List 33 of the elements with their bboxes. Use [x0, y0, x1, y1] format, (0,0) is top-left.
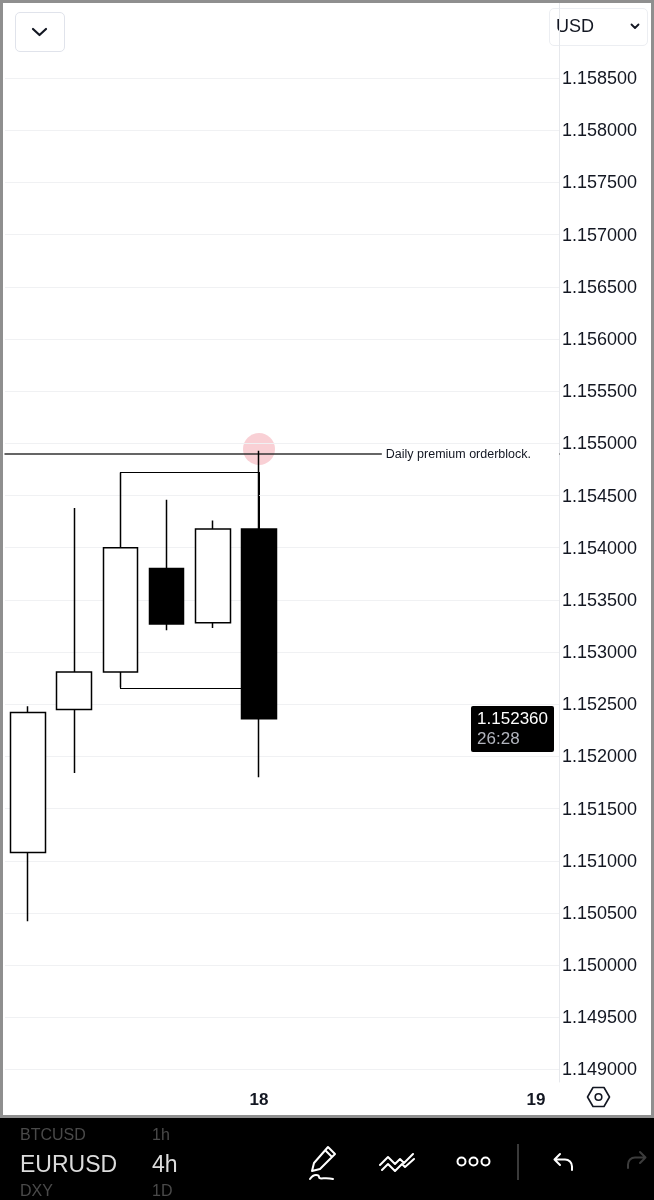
- y-tick-label: 1.150500: [562, 902, 638, 923]
- y-tick-label: 1.154000: [562, 537, 638, 558]
- candlestick: [55, 507, 93, 774]
- y-tick-label: 1.155500: [562, 381, 638, 402]
- annotation: 26:28: [477, 728, 521, 749]
- x-tick-label: 19: [526, 1090, 546, 1109]
- y-tick-label: 1.151000: [562, 850, 638, 871]
- y-tick-label: 1.152000: [562, 746, 638, 767]
- y-tick-label: 1.152500: [562, 694, 638, 715]
- candlestick: [148, 498, 185, 631]
- y-tick-label: 1.158000: [562, 120, 638, 141]
- candlestick: [194, 519, 232, 629]
- x-tick-label: 18: [249, 1090, 269, 1109]
- y-tick-label: 1.155000: [562, 433, 638, 454]
- y-tick-label: 1.157500: [562, 172, 638, 193]
- y-tick-label: 1.153500: [562, 589, 638, 610]
- y-tick-label: 1.156500: [562, 276, 638, 297]
- price-tag: 1.152360 26:28: [471, 705, 554, 752]
- y-tick-label: 1.158500: [562, 68, 638, 89]
- ref-line-label: Daily premium orderblock.: [385, 446, 531, 461]
- candlestick: [9, 705, 47, 923]
- y-tick-label: 1.149500: [562, 1007, 638, 1028]
- y-tick-label: 1.153000: [562, 642, 638, 663]
- y-tick-label: 1.149000: [562, 1059, 638, 1080]
- currency-select: USD: [549, 8, 648, 46]
- y-tick-label: 1.150000: [562, 955, 638, 976]
- y-tick-label: 1.151500: [562, 798, 638, 819]
- y-axis-title: USD: [556, 16, 595, 37]
- annotation: 1.152360: [477, 708, 548, 729]
- y-tick-label: 1.156000: [562, 329, 638, 350]
- symbol-picker: BTCUSD 1h EURUSD 4h DXY 1D: [19, 1125, 179, 1199]
- y-tick-label: 1.154500: [562, 485, 638, 506]
- y-tick-label: 1.157000: [562, 224, 638, 245]
